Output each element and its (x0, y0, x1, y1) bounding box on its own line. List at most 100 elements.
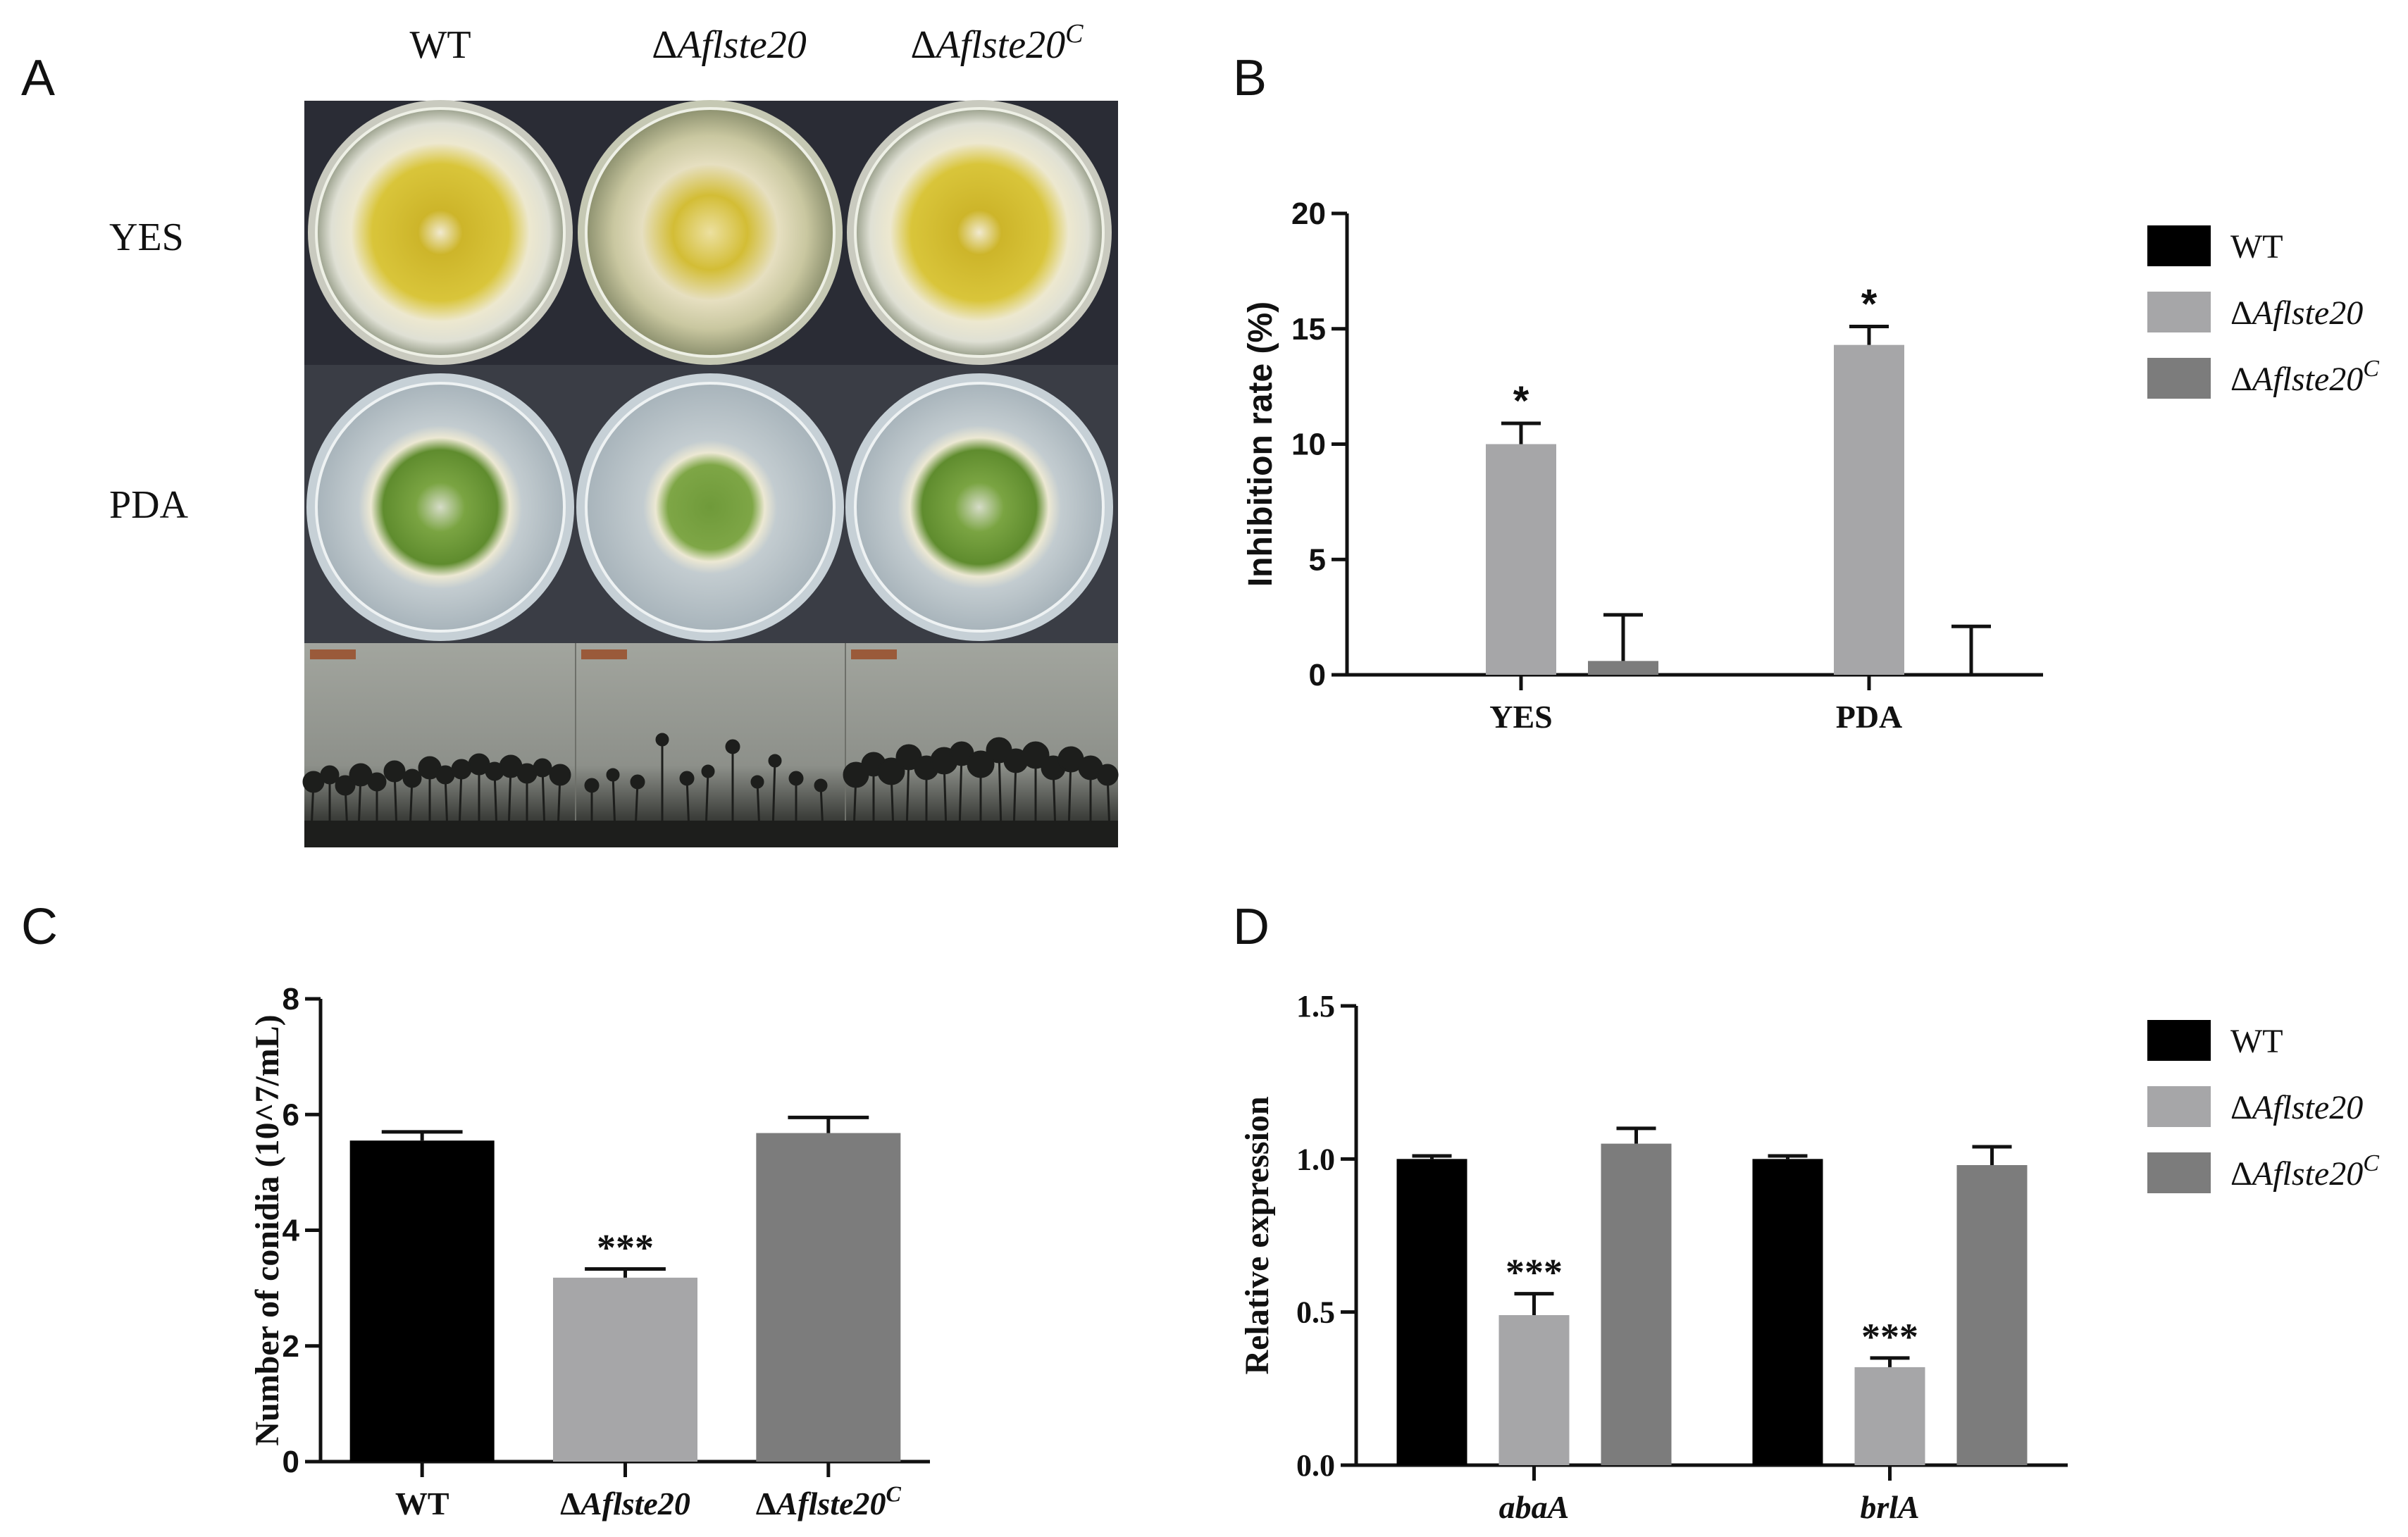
panel-a: WT ΔAflste20 ΔAflste20C YES PDA (109, 19, 1119, 847)
conidial-head (967, 750, 995, 778)
significance-label: *** (1861, 1316, 1918, 1358)
conidial-head (655, 733, 669, 747)
y-axis-title: Number of conidia (10^7/mL) (249, 1014, 286, 1445)
legend-swatch (2147, 358, 2211, 399)
y-axis-title: Inhibition rate (%) (1242, 301, 1279, 587)
scale-bar-1 (310, 649, 356, 659)
conidiophore-stalk (998, 749, 1003, 832)
bar (1486, 444, 1556, 675)
scale-bar-3 (851, 649, 897, 659)
bar (1834, 344, 1904, 675)
legend-label: WT (2230, 1023, 2283, 1060)
conidiophores (302, 733, 1119, 847)
y-tick-label: 1.5 (1296, 989, 1335, 1023)
conidial-head (701, 764, 715, 778)
x-tick-label: WT (395, 1486, 449, 1522)
y-tick-label: 0.5 (1296, 1295, 1335, 1330)
x-tick-label: brlA (1860, 1489, 1919, 1525)
x-tick-label: PDA (1836, 699, 1903, 735)
legend-swatch (2147, 1152, 2211, 1193)
legend-swatch (2147, 225, 2211, 266)
bar (756, 1133, 901, 1462)
y-axis-title: Relative expression (1239, 1096, 1276, 1374)
significance-label: *** (1506, 1252, 1563, 1294)
y-tick-label: 1.0 (1296, 1142, 1335, 1176)
legend-label: WT (2230, 228, 2283, 266)
bar (349, 1140, 495, 1462)
bar (1854, 1367, 1925, 1465)
y-tick-label: 15 (1291, 312, 1326, 347)
legend-label: ΔAflste20C (2230, 1150, 2379, 1193)
panel-label-d: D (1233, 899, 1270, 955)
conidial-head (320, 765, 340, 785)
conidial-head (451, 759, 472, 780)
y-tick-label: 8 (283, 982, 299, 1016)
panel-label-b: B (1233, 50, 1267, 106)
conidial-head (1022, 741, 1050, 769)
col-header-mutant: ΔAflste20 (652, 23, 807, 67)
bar (1588, 661, 1658, 675)
y-tick-label: 6 (283, 1097, 299, 1132)
y-tick-label: 0 (283, 1445, 299, 1479)
legend-d: WT ΔAflste20 ΔAflste20C (2147, 1020, 2379, 1193)
conidial-head (630, 774, 645, 790)
row-label-pda: PDA (109, 483, 189, 527)
y-tick-label: 5 (1309, 542, 1326, 577)
conidiophore-stalk (958, 753, 963, 832)
conidial-head (1096, 764, 1119, 786)
significance-label: * (1513, 378, 1529, 424)
micrograph-strip (304, 643, 1118, 847)
conidial-head (877, 757, 905, 785)
conidial-head (768, 754, 782, 768)
panel-label-c: C (21, 899, 58, 955)
conidial-head (814, 778, 828, 792)
chart-b: 0 5 10 15 20 Inhibition rate (%) YES * PDA * (1242, 197, 2043, 735)
legend-label: ΔAflste20 (2230, 294, 2363, 332)
y-tick-label: 20 (1291, 197, 1326, 231)
y-tick-label: 4 (283, 1214, 300, 1248)
conidiophore-stalk (771, 760, 776, 832)
conidial-head (584, 778, 600, 793)
scale-bar-2 (581, 649, 627, 659)
y-tick-label: 10 (1291, 428, 1326, 462)
bar (1752, 1159, 1823, 1465)
x-tick-label: YES (1489, 699, 1552, 735)
col-header-wt: WT (409, 23, 471, 67)
x-tick-label: abaA (1499, 1489, 1570, 1525)
x-tick-label: ΔAflste20 (560, 1486, 690, 1522)
plate-pda-wt (306, 373, 574, 641)
medium-surface (304, 821, 1118, 847)
plate-yes-complement (847, 100, 1112, 365)
plate-pda-mutant (576, 373, 844, 641)
conidial-head (750, 775, 764, 789)
row-label-yes: YES (109, 216, 184, 259)
significance-label: * (1861, 281, 1878, 327)
conidial-head (679, 771, 695, 786)
conidial-head (725, 739, 740, 754)
chart-d: 0.0 0.5 1.0 1.5 Relative expression abaA *** br… (1239, 989, 2068, 1525)
conidial-head (435, 765, 455, 785)
x-tick-label: ΔAflste20C (756, 1481, 902, 1522)
legend-b: WT ΔAflste20 ΔAflste20C (2147, 225, 2379, 399)
bar (1498, 1315, 1570, 1465)
y-tick-label: 0.0 (1296, 1448, 1335, 1483)
plate-yes-wt (308, 100, 573, 365)
y-tick-label: 2 (283, 1329, 299, 1364)
y-tick-label: 0 (1309, 658, 1326, 692)
conidial-head (335, 775, 356, 796)
bar (1956, 1165, 2028, 1465)
conidial-head (533, 758, 552, 778)
conidial-head (367, 772, 387, 792)
legend-swatch (2147, 1086, 2211, 1127)
conidial-head (549, 764, 571, 786)
legend-label: ΔAflste20 (2230, 1089, 2363, 1126)
conidial-head (402, 768, 422, 788)
bar (553, 1277, 697, 1462)
conidial-head (788, 771, 804, 786)
legend-swatch (2147, 292, 2211, 332)
bar (1396, 1159, 1467, 1465)
legend-swatch (2147, 1020, 2211, 1061)
panel-label-a: A (21, 50, 55, 106)
